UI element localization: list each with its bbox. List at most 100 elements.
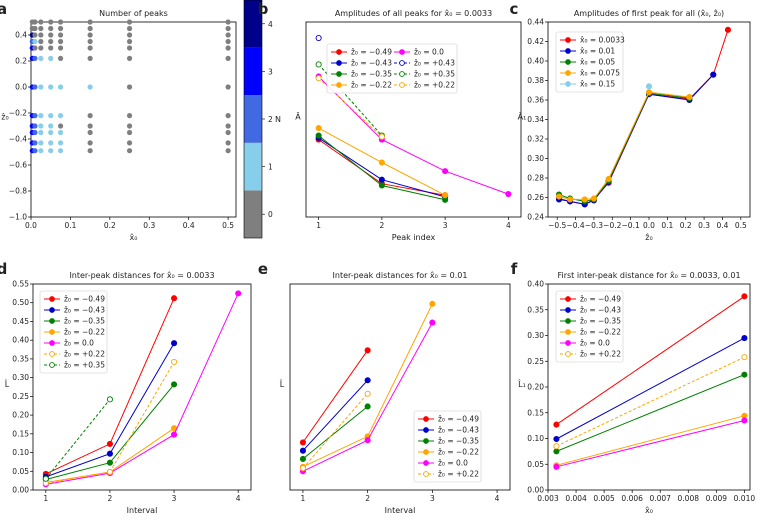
legend-marker xyxy=(399,60,405,66)
chart-title: Inter-peak distances for x̂₀ = 0.0033 xyxy=(69,270,214,280)
grid-point xyxy=(126,113,133,119)
data-point xyxy=(364,390,371,397)
y-tick-label: 0.44 xyxy=(527,18,544,27)
grid-point xyxy=(48,129,54,136)
axes-frame xyxy=(30,21,237,218)
data-point xyxy=(171,358,178,365)
legend-frame xyxy=(39,290,108,374)
grid-point xyxy=(225,84,231,90)
y-tick-label: −0.8 xyxy=(9,187,27,196)
y-axis-label: ẑ₀ xyxy=(1,113,8,122)
grid-point xyxy=(126,148,133,154)
data-point xyxy=(741,293,748,300)
grid-point xyxy=(32,148,38,154)
colorbar-segment xyxy=(244,190,262,238)
y-tick-label: 0.38 xyxy=(527,76,544,85)
legend-frame xyxy=(555,290,624,363)
legend-marker xyxy=(565,307,571,313)
colorbar-label: N xyxy=(275,115,281,124)
grid-point xyxy=(225,113,231,119)
legend-marker xyxy=(565,70,571,76)
grid-point xyxy=(38,38,44,45)
panel-f: f First inter-peak distance for x̂₀ = 0.0… xyxy=(511,260,756,515)
y-tick-label: 0.00 xyxy=(527,486,544,495)
panel-letter: b xyxy=(258,0,269,18)
series-line xyxy=(558,92,690,202)
data-point xyxy=(553,448,560,455)
y-tick-label: 0.24 xyxy=(527,213,544,222)
x-axis-label: ẑ₀ xyxy=(645,233,652,242)
grid-point xyxy=(87,45,93,51)
legend-label: ẑ₀ = +0.35 xyxy=(414,70,455,79)
grid-point xyxy=(48,55,54,62)
grid-point xyxy=(87,140,93,146)
y-tick-label: 0.10 xyxy=(527,434,544,443)
legend-label: x̂₀ = 0.075 xyxy=(580,69,620,78)
axes-frame xyxy=(32,283,252,491)
grid-point xyxy=(126,45,133,51)
x-tick-label: 0.010 xyxy=(734,494,756,503)
data-point xyxy=(645,89,653,96)
grid-point xyxy=(32,140,38,146)
data-point xyxy=(299,447,306,454)
legend-label: ẑ₀ = +0.22 xyxy=(414,81,455,90)
legend-label: x̂₀ = 0.0033 xyxy=(580,36,625,45)
grid-point xyxy=(48,123,54,129)
series-line xyxy=(302,393,368,469)
x-tick-label: 0.5 xyxy=(222,221,234,230)
data-point xyxy=(106,396,113,403)
y-tick-label: 0.25 xyxy=(12,392,29,401)
series-line xyxy=(318,77,383,138)
y-tick-label: 0.00 xyxy=(12,486,29,495)
data-point xyxy=(364,347,371,354)
data-point xyxy=(364,403,371,410)
legend: x̂₀ = 0.0033 x̂₀ = 0.01 x̂₀ = 0.05 x̂₀ = 0.… xyxy=(555,31,625,93)
series-line xyxy=(318,135,446,201)
x-tick-label: 3 xyxy=(172,494,177,503)
panel-b: b Amplitudes of all peaks for x̂₀ = 0.003… xyxy=(258,0,522,242)
x-axis-label: x̂₀ xyxy=(130,232,138,242)
legend-marker xyxy=(565,351,571,357)
grid-point xyxy=(57,113,64,119)
grid-point xyxy=(57,123,64,129)
legend-label: ẑ₀ = −0.49 xyxy=(351,48,392,57)
x-tick-label: 3 xyxy=(443,221,448,230)
y-tick-label: 0.32 xyxy=(527,135,544,144)
x-tick-label: −0.1 xyxy=(622,221,640,230)
legend-marker xyxy=(399,49,405,55)
panel-letter: a xyxy=(0,0,7,18)
grid-point xyxy=(225,148,231,154)
data-point xyxy=(605,175,612,183)
legend: ẑ₀ = −0.49 ẑ₀ = −0.43 ẑ₀ = −0.35 ẑ₀ = −0.22… xyxy=(39,290,108,374)
data-point xyxy=(171,340,178,347)
series-line xyxy=(302,350,369,443)
grid-point xyxy=(87,148,93,154)
grid-point xyxy=(126,140,133,146)
grid-point xyxy=(38,113,44,119)
panel-letter: f xyxy=(511,260,518,278)
legend-marker xyxy=(423,427,429,433)
chart-title: Amplitudes of first peak for all (x̂₀, ẑ… xyxy=(574,8,724,18)
y-tick-label: 0.10 xyxy=(12,448,29,457)
legend-label: ẑ₀ = −0.35 xyxy=(64,317,105,326)
grid-point xyxy=(48,45,54,51)
series-line xyxy=(556,415,745,466)
panel-a: a Number of peaks 0.0 0.1 0.2 0.3 0.4 0.5 −1.0 −0… xyxy=(0,0,281,242)
x-tick-label: 0.5 xyxy=(735,221,747,230)
data-point xyxy=(581,196,588,203)
legend-label: ẑ₀ = −0.49 xyxy=(438,415,479,424)
data-point xyxy=(553,421,560,428)
colorbar-segment xyxy=(244,95,262,143)
data-point xyxy=(553,463,560,470)
legend-marker xyxy=(336,49,342,55)
legend: ẑ₀ = −0.49 ẑ₀ = −0.43 ẑ₀ = −0.35 ẑ₀ = −0.22… xyxy=(326,43,458,94)
data-point xyxy=(505,191,512,198)
series-line xyxy=(558,74,714,205)
legend-marker xyxy=(49,318,55,324)
data-point xyxy=(429,300,436,307)
legend-marker xyxy=(49,307,55,313)
y-tick-label: 0.30 xyxy=(527,331,544,340)
legend-label: ẑ₀ = −0.35 xyxy=(580,317,621,326)
legend-label: ẑ₀ = 0.0 xyxy=(414,48,444,57)
